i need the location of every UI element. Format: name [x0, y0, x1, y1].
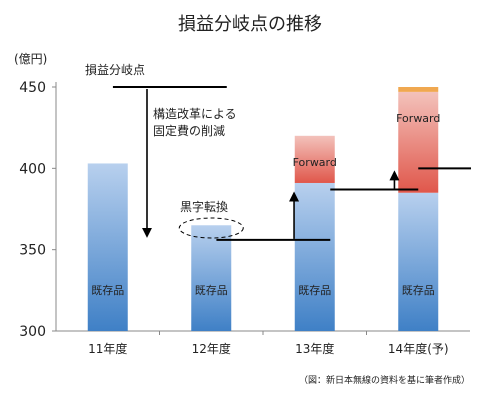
bar-existing-label: 既存品	[195, 283, 228, 297]
x-tick-label: 14年度(予)	[388, 341, 449, 356]
y-tick-label: 400	[19, 161, 46, 177]
axes: 300 350 400 450 11年度 12年度 13年度 14年度(予)	[19, 80, 470, 356]
bars: 既存品 既存品 既存品 Forward 既存品 Forward	[87, 87, 440, 331]
bar-existing	[398, 192, 439, 331]
y-tick-label: 300	[19, 324, 46, 340]
bar-existing-label: 既存品	[402, 283, 435, 297]
bar-existing-label: 既存品	[298, 283, 331, 297]
annotations	[112, 86, 471, 241]
y-tick-label: 450	[19, 80, 46, 96]
bar-existing	[294, 182, 335, 331]
break-even-label: 損益分岐点	[85, 62, 145, 77]
x-tick-label: 12年度	[192, 341, 231, 356]
x-tick-label: 11年度	[88, 341, 127, 356]
bar-forward	[398, 91, 439, 193]
source-note: （図：新日本無線の資料を基に筆者作成）	[299, 374, 470, 386]
turnaround-ellipse	[178, 217, 244, 239]
y-tick-label: 350	[19, 243, 46, 259]
x-tick-label: 13年度	[295, 341, 334, 356]
bar-forward-label: Forward	[293, 156, 337, 169]
bar-existing	[191, 225, 232, 331]
bar-forward	[294, 135, 335, 183]
fixed-cost-cut-line2: 固定費の削減	[153, 123, 225, 138]
turnaround-label: 黒字転換	[180, 199, 228, 214]
fixed-cost-cut-line1: 構造改革による	[153, 107, 237, 121]
bar-existing-label: 既存品	[91, 283, 124, 297]
bar-existing	[87, 163, 128, 331]
y-axis-label: (億円)	[14, 52, 47, 66]
chart-title: 損益分岐点の推移	[178, 14, 322, 35]
bar-top-cap	[398, 87, 439, 92]
bar-forward-label: Forward	[396, 112, 440, 125]
